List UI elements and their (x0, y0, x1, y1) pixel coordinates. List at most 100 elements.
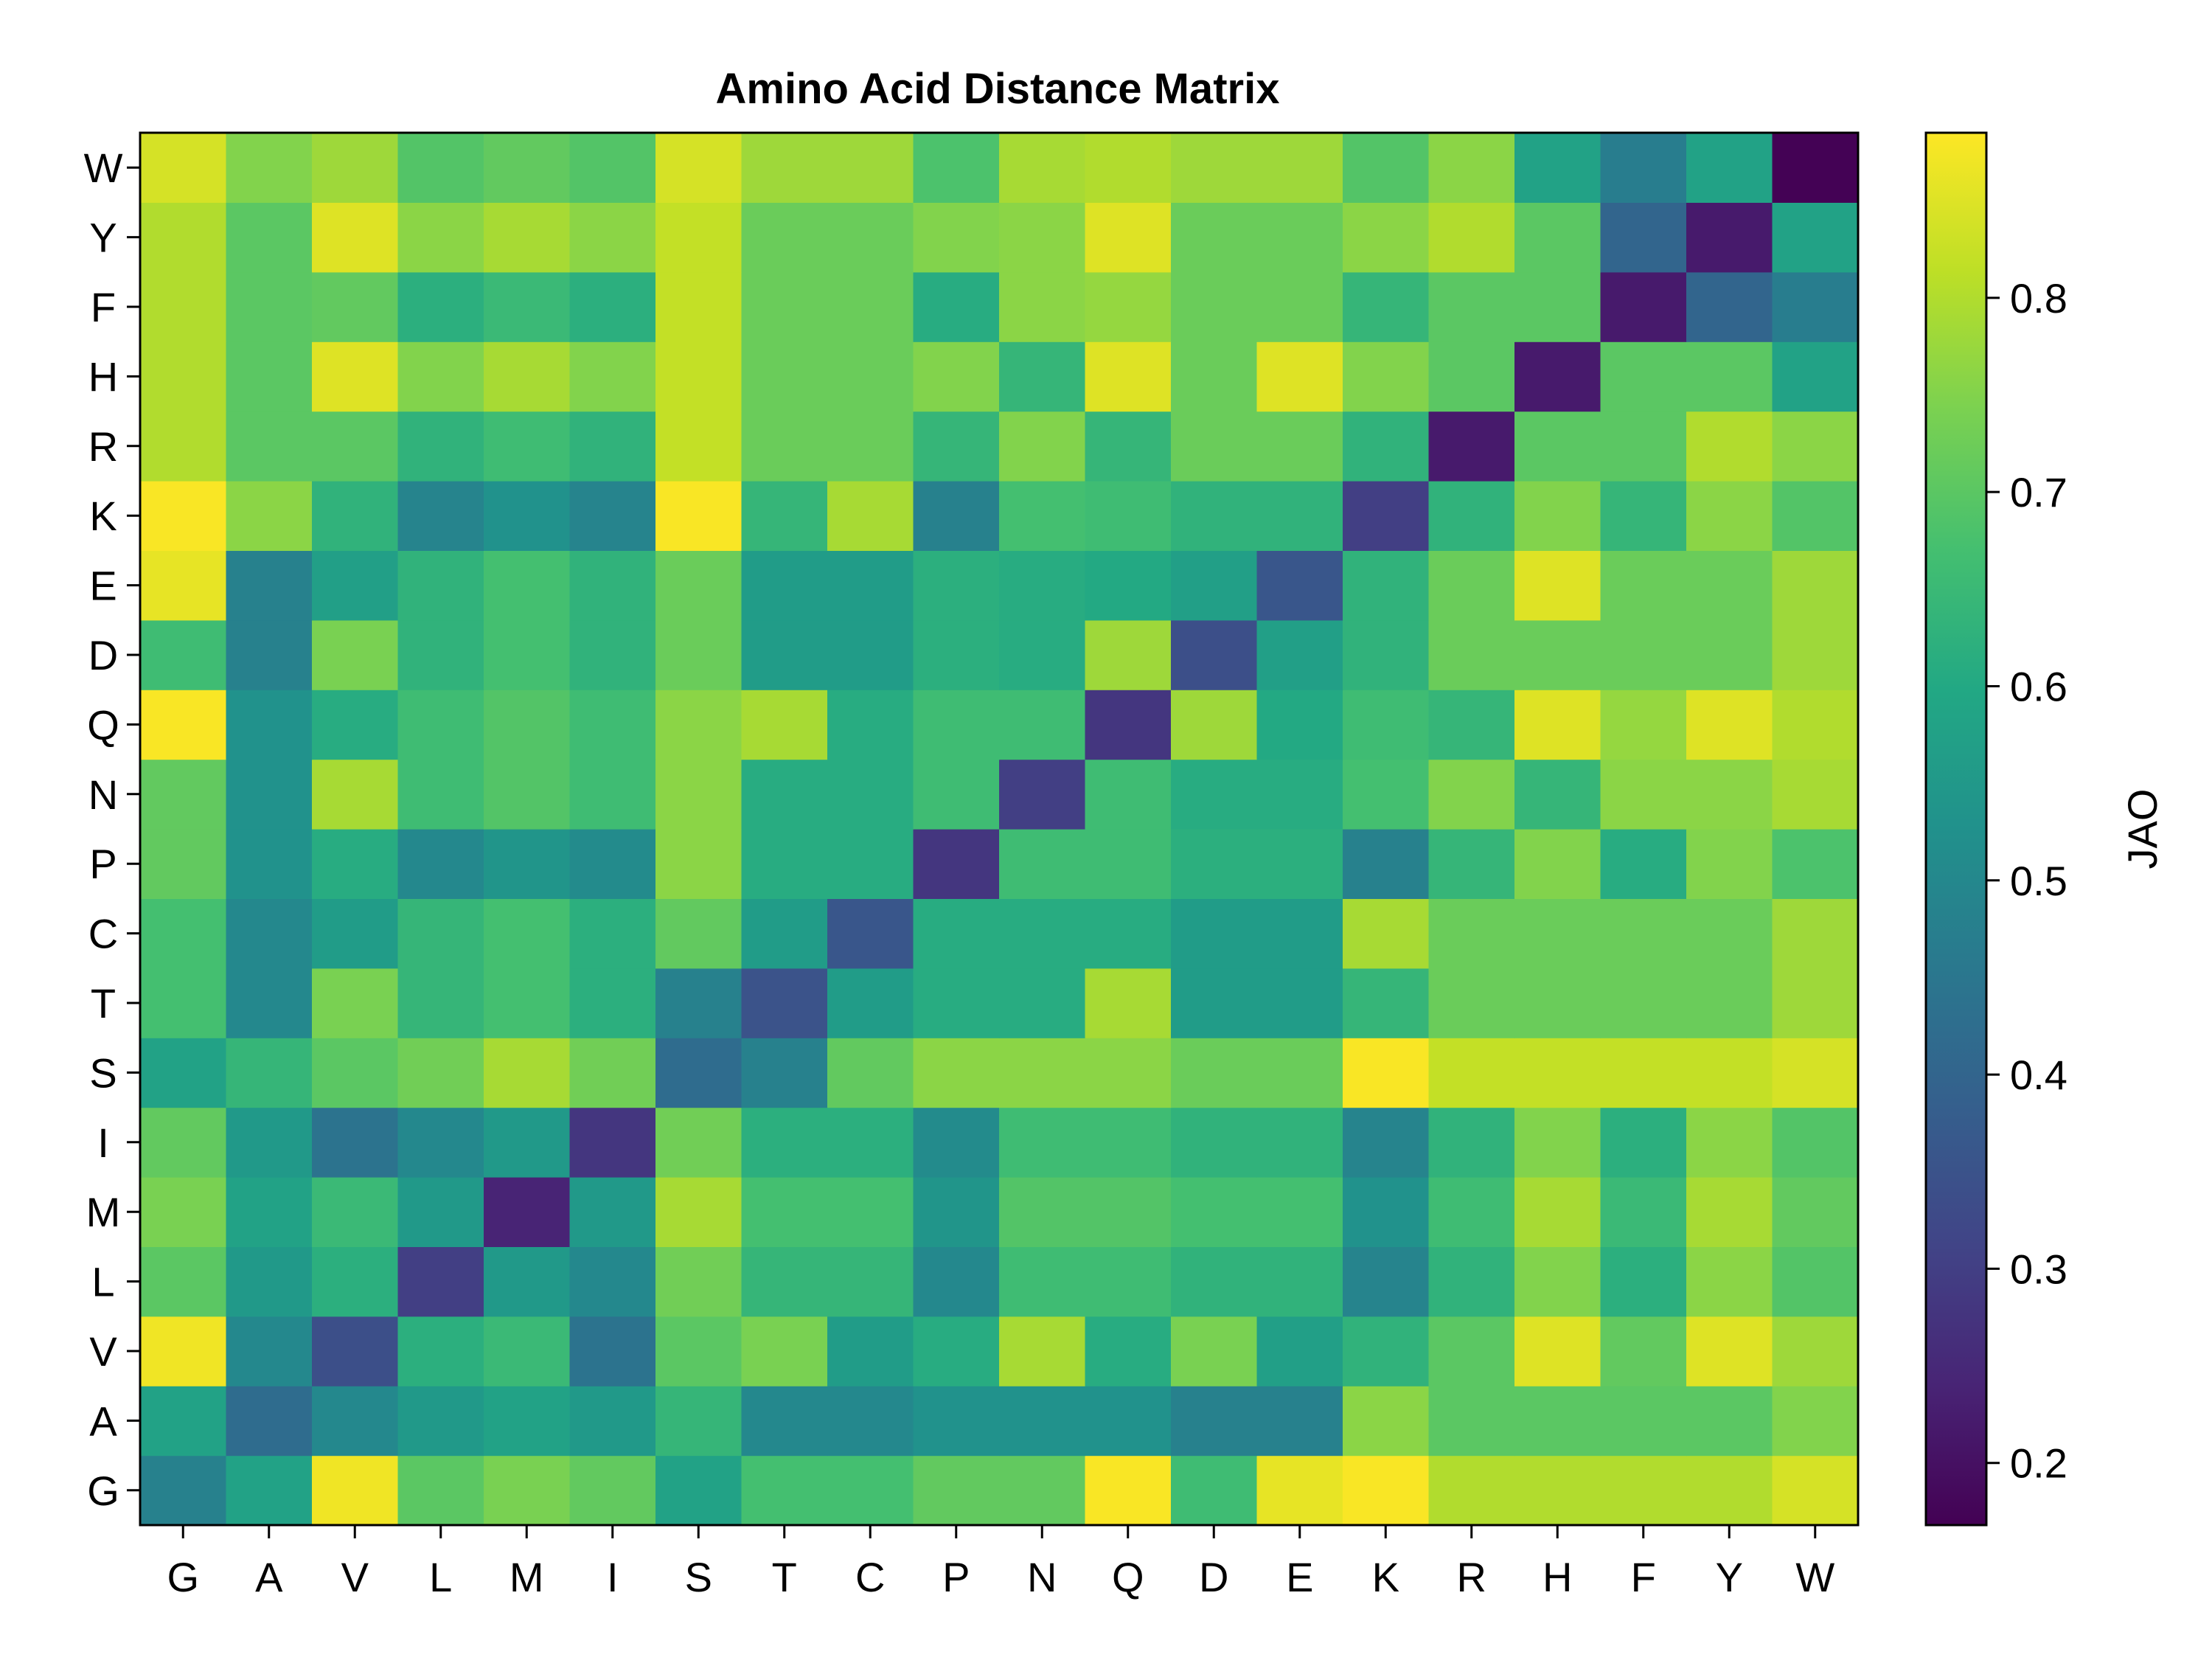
y-tick-label: V (89, 1328, 117, 1375)
heatmap-cell-R-N (999, 411, 1086, 482)
heatmap-cell-C-F (1600, 898, 1687, 969)
y-tick-label: L (91, 1259, 114, 1305)
heatmap-cell-V-E (1256, 1316, 1343, 1386)
heatmap-cell-D-E (1256, 619, 1343, 690)
heatmap-cell-K-I (569, 481, 656, 551)
heatmap-cell-W-V (312, 133, 399, 203)
heatmap-cell-L-E (1256, 1246, 1343, 1317)
heatmap-cell-S-E (1256, 1038, 1343, 1108)
x-tick-label: E (1286, 1554, 1313, 1600)
heatmap-cell-K-N (999, 481, 1086, 551)
heatmap-cell-R-C (827, 411, 914, 482)
heatmap-cell-M-R (1428, 1177, 1515, 1247)
heatmap-cell-I-F (1600, 1107, 1687, 1178)
heatmap-cell-S-P (913, 1038, 1000, 1108)
heatmap-cell-M-F (1600, 1177, 1687, 1247)
y-tick-label: M (86, 1189, 121, 1235)
heatmap-cell-H-E (1256, 341, 1343, 412)
heatmap-cell-W-E (1256, 133, 1343, 203)
heatmap-cell-I-Y (1686, 1107, 1773, 1178)
heatmap-cell-F-M (484, 271, 571, 342)
colorbar-gradient (1926, 133, 1986, 1525)
heatmap-cell-G-A (226, 1455, 313, 1526)
heatmap-cell-E-A (226, 550, 313, 621)
heatmap-cell-V-C (827, 1316, 914, 1386)
heatmap-cell-D-N (999, 619, 1086, 690)
heatmap-cell-G-V (312, 1455, 399, 1526)
heatmap-cell-Y-M (484, 202, 571, 273)
heatmap-cell-V-R (1428, 1316, 1515, 1386)
heatmap-cell-E-D (1171, 550, 1258, 621)
colorbar-label: JAO (2119, 789, 2166, 869)
heatmap-cell-G-D (1171, 1455, 1258, 1526)
heatmap-cell-P-N (999, 829, 1086, 899)
x-tick-label: Y (1716, 1554, 1743, 1600)
heatmap-cell-M-E (1256, 1177, 1343, 1247)
heatmap-cell-E-L (397, 550, 484, 621)
heatmap-cell-H-L (397, 341, 484, 412)
colorbar-tick-label: 0.4 (2010, 1052, 2067, 1098)
heatmap-cell-D-H (1514, 619, 1601, 690)
heatmap-cell-R-D (1171, 411, 1258, 482)
heatmap-cell-Y-Y (1686, 202, 1773, 273)
heatmap-cell-V-I (569, 1316, 656, 1386)
heatmap-cell-K-L (397, 481, 484, 551)
heatmap-cell-Y-V (312, 202, 399, 273)
heatmap-cell-F-T (741, 271, 828, 342)
heatmap-cell-Q-K (1343, 690, 1430, 760)
heatmap-cell-T-I (569, 968, 656, 1038)
heatmap-cell-F-Q (1085, 271, 1172, 342)
heatmap-cell-Y-H (1514, 202, 1601, 273)
heatmap-cell-K-M (484, 481, 571, 551)
heatmap-cell-Y-K (1343, 202, 1430, 273)
heatmap-cell-T-Q (1085, 968, 1172, 1038)
heatmap-cell-E-C (827, 550, 914, 621)
heatmap-cell-N-N (999, 759, 1086, 830)
heatmap-cell-E-Q (1085, 550, 1172, 621)
heatmap-cell-N-W (1772, 759, 1859, 830)
y-tick-label: G (87, 1468, 119, 1514)
heatmap-cell-F-N (999, 271, 1086, 342)
heatmap-cell-A-W (1772, 1386, 1859, 1457)
heatmap-cell-L-P (913, 1246, 1000, 1317)
x-tick-label: L (429, 1554, 452, 1600)
heatmap-cell-G-Q (1085, 1455, 1172, 1526)
heatmap-cell-C-K (1343, 898, 1430, 969)
heatmap-cell-V-P (913, 1316, 1000, 1386)
heatmap-cell-A-K (1343, 1386, 1430, 1457)
heatmap-cell-H-V (312, 341, 399, 412)
heatmap-cell-S-G (140, 1038, 227, 1108)
heatmap-cell-R-A (226, 411, 313, 482)
heatmap-cell-C-H (1514, 898, 1601, 969)
heatmap-cell-K-E (1256, 481, 1343, 551)
heatmap-cell-N-K (1343, 759, 1430, 830)
x-tick-label: Q (1112, 1554, 1144, 1600)
heatmap-cell-Y-D (1171, 202, 1258, 273)
heatmap-cell-M-V (312, 1177, 399, 1247)
heatmap-cell-Y-F (1600, 202, 1687, 273)
heatmap-cell-E-P (913, 550, 1000, 621)
y-tick-label: S (89, 1049, 116, 1096)
heatmap-cell-D-S (655, 619, 742, 690)
heatmap-cell-K-F (1600, 481, 1687, 551)
heatmap-cell-K-Q (1085, 481, 1172, 551)
heatmap-cell-L-M (484, 1246, 571, 1317)
x-tick-label: K (1372, 1554, 1399, 1600)
heatmap-cell-W-L (397, 133, 484, 203)
x-tick-label: M (509, 1554, 544, 1600)
heatmap-cell-W-M (484, 133, 571, 203)
heatmap-cell-G-R (1428, 1455, 1515, 1526)
heatmap-cell-S-M (484, 1038, 571, 1108)
heatmap-cell-Q-E (1256, 690, 1343, 760)
heatmap-cell-Y-W (1772, 202, 1859, 273)
heatmap-cell-W-C (827, 133, 914, 203)
heatmap-cell-A-F (1600, 1386, 1687, 1457)
heatmap-cell-T-H (1514, 968, 1601, 1038)
y-tick-label: F (91, 284, 116, 330)
heatmap-cell-R-K (1343, 411, 1430, 482)
heatmap-cell-V-G (140, 1316, 227, 1386)
heatmap-cell-F-C (827, 271, 914, 342)
heatmap-cell-P-W (1772, 829, 1859, 899)
heatmap-cell-D-W (1772, 619, 1859, 690)
heatmap-cell-K-G (140, 481, 227, 551)
